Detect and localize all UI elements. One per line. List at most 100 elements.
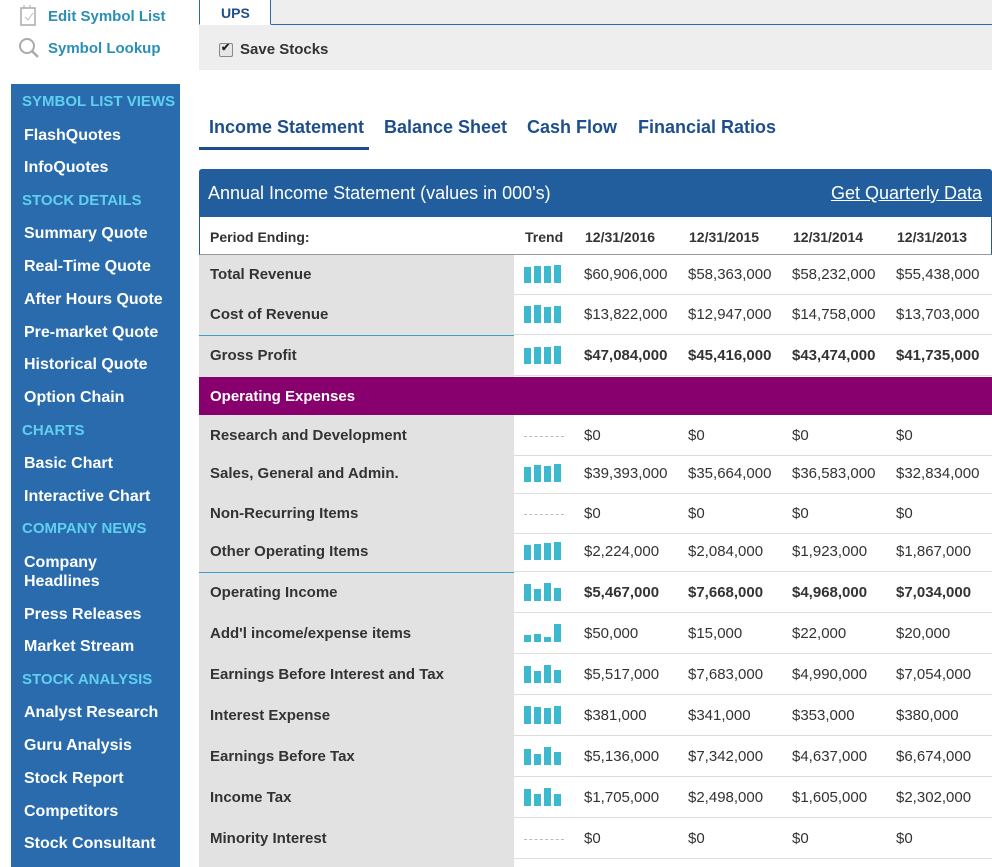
trend-bar [554,464,561,482]
sidebar-item-company-headlines[interactable]: Company Headlines [24,554,100,590]
trend-bar [524,467,531,482]
row-label: Earnings Before Interest and Tax [210,666,444,683]
trend-bar [534,266,541,283]
save-stocks-option[interactable]: Save Stocks [219,41,328,58]
table-cell: $0 [688,427,705,444]
period-header-2016: 12/31/2016 [585,229,656,245]
row-label: Earnings Before Tax [210,748,355,765]
table-cell: $2,084,000 [688,543,764,560]
trend-chart[interactable] [524,265,564,283]
table-cell: $39,393,000 [584,465,668,482]
symbol-lookup-link[interactable]: Symbol Lookup [18,37,161,59]
sidebar-item-flashquotes[interactable]: FlashQuotes [24,127,121,144]
trend-bar [524,789,531,806]
symbol-tab-label: UPS [221,5,250,21]
table-cell: $2,498,000 [688,789,764,806]
operating-expenses-label: Operating Expenses [210,388,356,405]
trend-bar [524,348,531,364]
trend-bar [544,747,551,765]
row-label: Other Operating Items [210,543,369,560]
trend-bar [534,465,541,482]
table-title: Annual Income Statement (values in 000's… [208,183,551,203]
trend-chart[interactable] [524,788,564,806]
table-cell: $0 [792,505,809,522]
sidebar-item-market-stream[interactable]: Market Stream [24,638,135,655]
row-divider [514,694,992,695]
trend-bar [524,706,531,724]
sidebar-item-stock-consultant[interactable]: Stock Consultant [24,835,156,852]
table-cell: $55,438,000 [896,266,980,283]
sidebar-item-basic-chart[interactable]: Basic Chart [24,455,113,472]
table-cell: $5,517,000 [584,666,660,683]
table-cell: $36,583,000 [792,465,876,482]
sidebar-item-real-time-quote[interactable]: Real-Time Quote [24,258,151,275]
sidebar-item-after-hours-quote[interactable]: After Hours Quote [24,291,163,308]
sidebar-item-press-releases[interactable]: Press Releases [24,606,142,623]
trend-bar [554,588,561,601]
table-cell: $47,084,000 [584,347,668,364]
sidebar-item-infoquotes[interactable]: InfoQuotes [24,159,109,176]
trend-chart[interactable] [524,542,564,560]
sidebar-item-option-chain[interactable]: Option Chain [24,389,125,406]
table-row: Income Tax $1,705,000 $2,498,000 $1,605,000… [199,778,992,818]
trend-chart[interactable] [524,305,564,323]
tab-balance-sheet[interactable]: Balance Sheet [384,117,508,137]
trend-bar [534,305,541,323]
table-row: Gross Profit $47,084,000 $45,416,000 $43,47… [199,336,992,376]
search-icon [18,37,40,59]
sidebar-item-historical-quote[interactable]: Historical Quote [24,356,148,373]
save-stocks-checkbox[interactable] [219,41,233,57]
trend-bar [554,706,561,724]
table-cell: $58,232,000 [792,266,876,283]
sidebar-item-stock-report[interactable]: Stock Report [24,770,124,787]
sidebar-item-analyst-research[interactable]: Analyst Research [24,704,159,721]
trend-chart[interactable] [524,346,564,364]
get-quarterly-data-link[interactable]: Get Quarterly Data [830,183,982,203]
row-label: Operating Income [210,584,338,601]
sidebar-item-interactive-chart[interactable]: Interactive Chart [24,488,151,505]
tab-financial-ratios[interactable]: Financial Ratios [638,117,777,137]
sidebar-heading-stock-analysis: STOCK ANALYSIS [22,671,153,688]
trend-chart[interactable] [524,464,564,482]
sidebar-item-summary-quote[interactable]: Summary Quote [24,225,148,242]
table-cell: $7,668,000 [688,584,764,601]
table-row: Other Operating Items $2,224,000 $2,084,00… [199,532,992,573]
trend-chart[interactable] [524,583,564,601]
sidebar-item-pre-market-quote[interactable]: Pre-market Quote [24,324,159,341]
row-label-column [199,255,514,867]
trend-bar [534,634,541,642]
operating-expenses-section: Operating Expenses [199,377,992,415]
row-divider [514,776,992,777]
trend-bar [544,466,551,482]
sidebar-item-guru-analysis[interactable]: Guru Analysis [24,737,132,754]
trend-chart[interactable] [524,706,564,724]
row-divider [514,612,992,613]
trend-chart[interactable] [524,747,564,765]
table-cell: $20,000 [896,625,951,642]
trend-bar [554,542,561,560]
sidebar-heading-charts: CHARTS [22,422,85,439]
table-cell: $0 [896,830,913,847]
table-cell: $12,947,000 [688,306,772,323]
trend-bar [524,267,531,283]
edit-symbol-list-link[interactable]: Edit Symbol List [18,5,166,27]
row-label: Income Tax [210,789,292,806]
symbol-tab-ups[interactable]: UPS [199,0,271,25]
trend-bar [544,543,551,560]
table-cell: $7,054,000 [896,666,972,683]
sidebar-item-competitors[interactable]: Competitors [24,803,119,820]
tab-cash-flow[interactable]: Cash Flow [527,117,618,137]
table-cell: $5,467,000 [584,584,660,601]
trend-bar [534,589,541,601]
tab-income-statement[interactable]: Income Statement [209,117,365,137]
trend-bar [534,347,541,364]
trend-empty-indicator [524,514,564,515]
trend-bar [544,307,551,323]
table-cell: $45,416,000 [688,347,772,364]
row-divider [514,334,992,335]
row-label: Research and Development [210,427,407,444]
trend-chart[interactable] [524,624,564,642]
row-divider [514,858,992,859]
trend-chart[interactable] [524,665,564,683]
table-row: Earnings Before Tax $5,136,000 $7,342,000 $… [199,737,992,777]
